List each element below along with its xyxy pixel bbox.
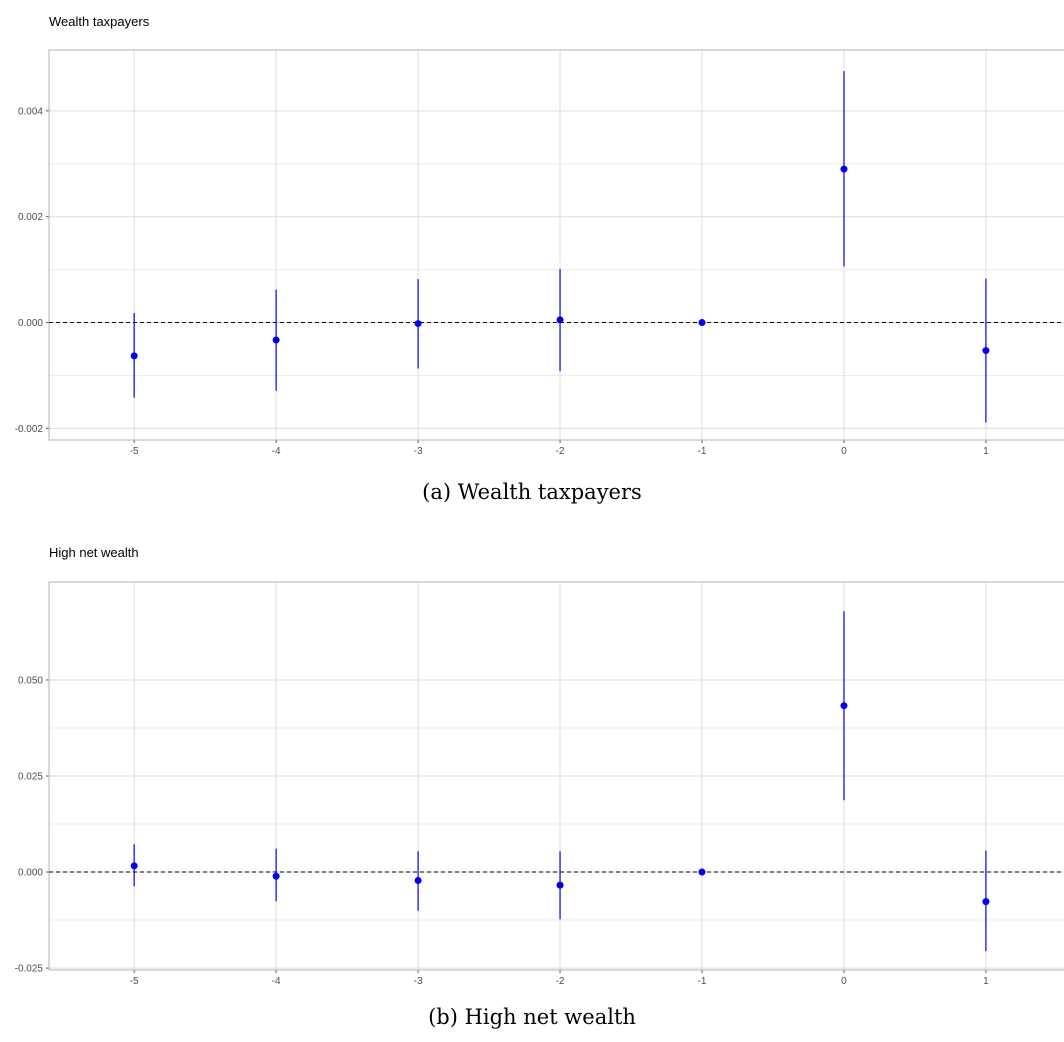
x-tick-label: -2: [556, 976, 565, 987]
panel-border: [48, 581, 1064, 971]
x-tick-label: -5: [130, 446, 139, 457]
x-tick-label: -3: [414, 446, 423, 457]
chart-b-plot: -0.025 0.000 0.025 0.050 -5 -4 -3 -2 -1 0 1: [15, 581, 1064, 987]
x-tick-label: 1: [983, 446, 989, 457]
y-tick-label: 0.002: [18, 212, 43, 223]
point-estimate: [272, 872, 280, 880]
chart-a-title: Wealth taxpayers: [49, 14, 150, 29]
x-tick-label: -4: [272, 446, 281, 457]
point-estimate: [840, 702, 848, 710]
x-tick-label: -4: [272, 976, 281, 987]
y-tick-label: -0.002: [15, 424, 44, 435]
y-tick-label: 0.050: [18, 675, 43, 686]
point-estimate: [698, 868, 706, 876]
point-estimate: [130, 352, 138, 360]
x-tick-label: -3: [414, 976, 423, 987]
y-tick-label: 0.004: [18, 106, 43, 117]
chart-b-title: High net wealth: [49, 545, 139, 560]
x-tick-label: 0: [841, 446, 847, 457]
y-tick-label: 0.025: [18, 772, 43, 783]
point-estimate: [130, 862, 138, 870]
panel-border: [48, 49, 1064, 441]
chart-a-caption: (a) Wealth taxpayers: [422, 480, 642, 504]
x-tick-label: -1: [698, 446, 707, 457]
point-estimate: [414, 320, 422, 328]
y-tick-label: -0.025: [15, 964, 44, 975]
x-tick-label: -5: [130, 976, 139, 987]
y-tick-label: 0.000: [18, 868, 43, 879]
x-tick-label: -1: [698, 976, 707, 987]
chart-b-caption: (b) High net wealth: [428, 1005, 636, 1029]
point-estimate: [840, 165, 848, 173]
point-estimate: [556, 881, 564, 889]
x-tick-label: 0: [841, 976, 847, 987]
point-estimate: [556, 316, 564, 324]
point-estimate: [982, 898, 990, 906]
point-estimate: [414, 876, 422, 884]
point-estimate: [698, 319, 706, 327]
chart-a-plot: -0.002 0.000 0.002 0.004 -5 -4 -3 -2 -1 0 1: [15, 49, 1064, 457]
point-estimate: [982, 347, 990, 355]
y-tick-label: 0.000: [18, 318, 43, 329]
point-estimate: [272, 336, 280, 344]
x-tick-label: 1: [983, 976, 989, 987]
x-tick-label: -2: [556, 446, 565, 457]
